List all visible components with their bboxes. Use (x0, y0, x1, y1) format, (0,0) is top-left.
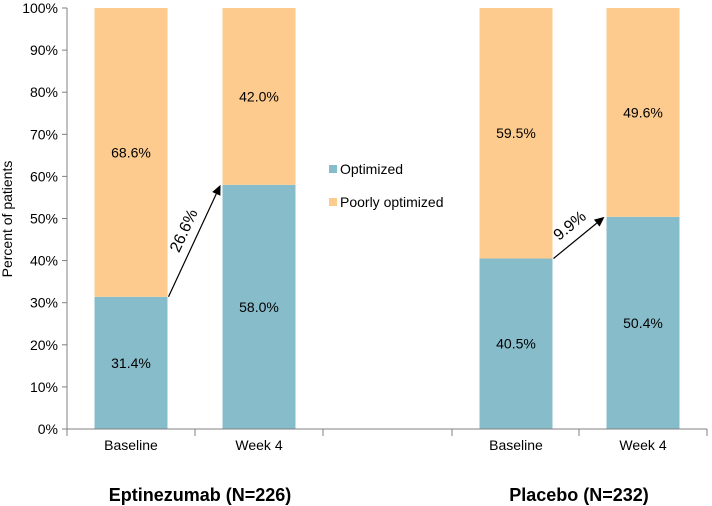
y-tick-label: 80% (30, 84, 58, 100)
change-label: 26.6% (167, 207, 202, 255)
y-tick-label: 10% (30, 379, 58, 395)
change-arrow-line (167, 193, 217, 298)
change-label: 9.9% (551, 208, 590, 244)
legend-swatch-poorly-optimized (329, 198, 337, 206)
bar-poorly-optimized (222, 8, 296, 185)
bar-poorly-optimized (606, 8, 680, 217)
data-label-poorly-optimized: 42.0% (239, 88, 279, 104)
legend-label-optimized: Optimized (340, 161, 403, 177)
data-label-optimized: 31.4% (111, 355, 151, 371)
x-category-label: Baseline (489, 437, 543, 453)
y-tick-label: 40% (30, 253, 58, 269)
legend-swatch-optimized (329, 165, 337, 173)
y-tick-label: 50% (30, 211, 58, 227)
bar-optimized (94, 296, 168, 429)
y-tick-label: 0% (38, 421, 58, 437)
y-tick-label: 90% (30, 42, 58, 58)
x-category-label: Week 4 (619, 437, 666, 453)
change-arrow-head (212, 184, 221, 196)
group-label: Placebo (N=232) (509, 485, 649, 505)
change-arrow-head (593, 216, 605, 227)
y-tick-label: 30% (30, 295, 58, 311)
y-tick-label: 70% (30, 126, 58, 142)
x-category-label: Week 4 (235, 437, 282, 453)
y-tick-label: 60% (30, 168, 58, 184)
y-tick-label: 100% (22, 0, 58, 16)
bar-optimized (222, 184, 296, 429)
bar-optimized (606, 216, 680, 429)
data-label-optimized: 58.0% (239, 299, 279, 315)
y-tick-label: 20% (30, 337, 58, 353)
x-category-label: Baseline (104, 437, 158, 453)
data-label-optimized: 40.5% (496, 336, 536, 352)
data-label-poorly-optimized: 59.5% (496, 125, 536, 141)
y-axis-label: Percent of patients (0, 161, 15, 278)
group-label: Eptinezumab (N=226) (109, 485, 292, 505)
data-label-poorly-optimized: 68.6% (111, 144, 151, 160)
bar-poorly-optimized (479, 8, 553, 259)
bar-poorly-optimized (94, 8, 168, 297)
change-arrow-line (553, 222, 598, 259)
data-label-poorly-optimized: 49.6% (623, 104, 663, 120)
legend-label-poorly-optimized: Poorly optimized (340, 194, 444, 210)
legend: Optimized Poorly optimized (329, 161, 444, 210)
data-label-optimized: 50.4% (623, 315, 663, 331)
bar-optimized (479, 258, 553, 429)
